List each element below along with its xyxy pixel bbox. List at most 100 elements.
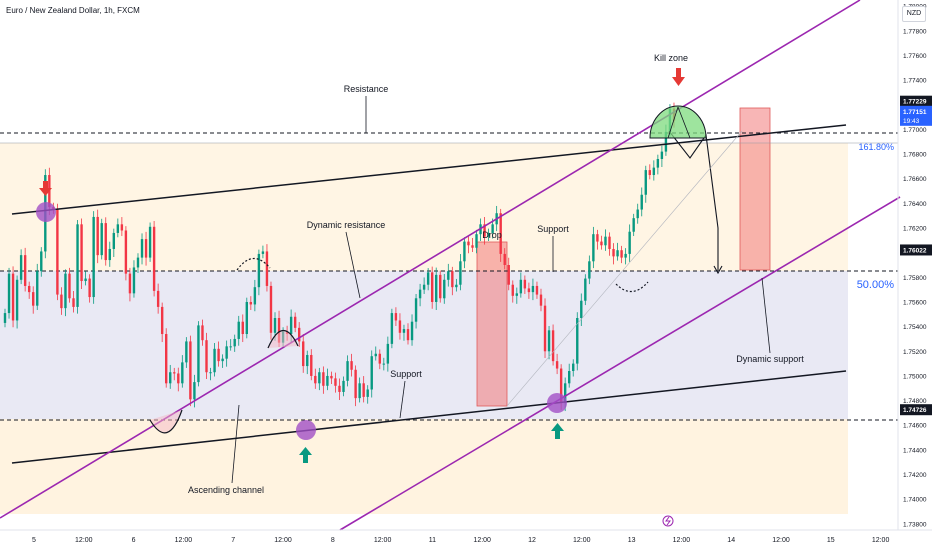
y-axis[interactable]: 1.780001.778001.776001.774001.772001.770… [903,4,927,529]
drop-box [476,241,508,407]
x-tick-label: 6 [132,537,136,544]
price-label-value: 1.77229 [903,99,927,106]
y-tick-label: 1.75400 [903,324,927,331]
candle-body [80,224,83,282]
candle-body [551,330,555,362]
candle-body [108,248,111,261]
candle-body [177,373,180,384]
y-tick-label: 1.75200 [903,349,927,356]
x-tick-label: 7 [231,537,235,544]
candle-body [257,253,261,288]
candle-body [225,346,228,359]
candle-body [338,385,341,392]
y-tick-label: 1.73800 [903,521,927,528]
candle-body [277,318,281,343]
candle-body [249,301,253,305]
channel-up-arrow-icon [551,423,564,439]
candle-body [608,236,611,249]
candle-body [213,348,216,373]
candle-body [245,301,248,335]
y-tick-label: 1.74200 [903,472,927,479]
x-tick-label: 5 [32,537,36,544]
candle-body [648,170,651,176]
candle-body [559,368,563,404]
candle-body [32,292,35,306]
candle-body [36,271,39,306]
marker-circle-channel [547,393,567,413]
dyn-support-pointer [761,277,771,354]
candle-body [370,356,373,390]
candle-body [568,371,571,384]
y-tick-label: 1.75600 [903,299,927,306]
price-label-box [900,404,932,416]
candle-body [185,341,188,363]
candle-body [297,327,301,342]
candle-body [100,223,103,256]
resistance-label: Resistance [344,84,389,94]
candle-body [92,216,95,298]
candle-body [539,294,543,306]
x-tick-label: 12:00 [872,537,890,544]
candle-body [483,224,486,237]
dynamic-support-label: Dynamic support [736,354,804,364]
up-arrow-icon [299,447,312,463]
candle-body [330,375,333,379]
channel-lower-line [11,370,847,464]
candle-body [604,236,607,246]
kill-zone-spoke-1 [667,106,679,139]
candle-body [406,329,410,341]
dyn-resistance-pointer [345,231,361,299]
candle-body [201,325,204,341]
candle-body [88,278,91,298]
candle-body [205,340,208,373]
candle-body [362,383,365,397]
channel-pointer [231,404,240,484]
candle-body [169,372,172,384]
support-bottom-label: Support [390,369,422,379]
fib-50-label: 50.00% [857,279,895,291]
candle-body [306,354,309,367]
candle-body [326,375,329,386]
candle-body [656,159,660,168]
candle-body [229,346,232,348]
candle-body [152,226,156,291]
x-tick-label: 12:00 [772,537,790,544]
marker-circle-bottom [296,420,316,440]
y-tick-label: 1.76200 [903,226,927,233]
candle-body [463,241,466,262]
chart-title: Euro / New Zealand Dollar, 1h, FXCM [6,6,140,15]
candle-body [140,239,144,258]
candle-body [640,194,643,210]
candle-body [447,271,450,280]
y-tick-label: 1.74000 [903,497,927,504]
candle-body [253,287,257,305]
candle-body [398,320,402,333]
candle-body [443,279,446,299]
candle-body [104,223,107,261]
candle-body [588,261,591,279]
candle-body [128,273,132,294]
candle-body [511,284,514,296]
candle-body [515,293,519,296]
x-tick-label: 12 [528,537,536,544]
lightning-event-icon[interactable] [662,515,674,527]
candle-body [23,255,27,286]
candle-body [394,313,398,321]
candle-body [84,278,87,282]
candle-body [410,321,414,341]
candle-body [402,329,406,333]
candle-body [426,272,430,285]
candle-body [507,265,510,285]
candle-body [7,273,11,314]
candle-body [491,224,494,233]
y-tick-label: 1.75000 [903,373,927,380]
kill-zone-label: Kill zone [654,53,688,63]
candle-body [144,239,148,258]
support-top-label: Support [537,224,569,234]
candle-body [499,213,502,254]
x-axis[interactable]: 5 12:00 6 12:00 7 12:00 8 12:00 11 12:00 12 12:00 13… [32,537,889,544]
price-labels: 1.77229 1.77151 19:43 1.76022 1.74726 [900,95,932,416]
currency-badge[interactable]: NZD [902,6,926,22]
y-tick-label: 1.77800 [903,28,927,35]
